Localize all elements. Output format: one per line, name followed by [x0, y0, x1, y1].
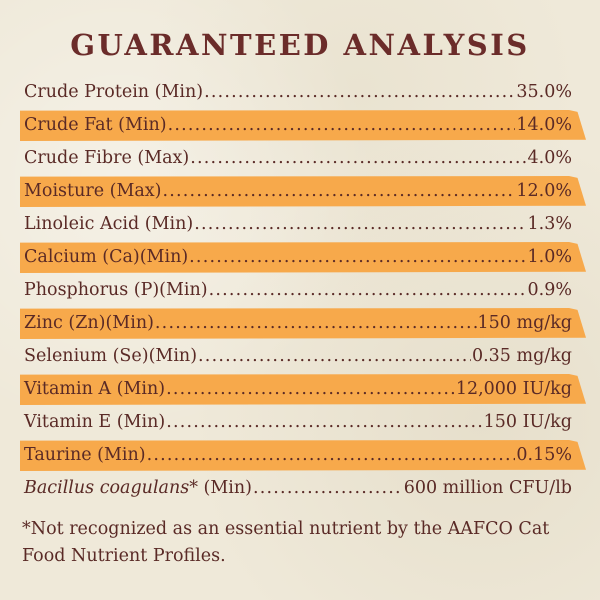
nutrient-value: 0.35 mg/kg: [471, 346, 572, 366]
dot-leader: [190, 146, 526, 170]
nutrient-label-suffix: (Min): [197, 478, 252, 498]
nutrient-value: 150 IU/kg: [483, 412, 572, 432]
nutrient-value: 1.3%: [527, 214, 572, 234]
nutrient-label: Moisture (Max): [24, 181, 162, 201]
nutrient-label: Crude Fibre (Max): [24, 148, 190, 168]
dot-leader: [189, 245, 526, 269]
table-row: Vitamin A (Min) 12,000 IU/kg: [20, 373, 586, 406]
dot-leader: [166, 410, 482, 434]
nutrient-value: 0.15%: [516, 445, 572, 465]
dot-leader: [253, 476, 403, 500]
table-row: Vitamin E (Min) 150 IU/kg: [20, 406, 586, 439]
table-row: Zinc (Zn)(Min) 150 mg/kg: [20, 307, 586, 340]
nutrient-value: 0.9%: [527, 280, 572, 300]
dot-leader: [166, 377, 455, 401]
dot-leader: [147, 443, 516, 467]
nutrient-value: 12,000 IU/kg: [455, 379, 572, 399]
nutrient-label: Bacillus coagulans* (Min): [24, 476, 252, 500]
nutrient-label: Crude Fat (Min): [24, 115, 167, 135]
table-row: Moisture (Max) 12.0%: [20, 175, 586, 208]
table-row: Linoleic Acid (Min) 1.3%: [20, 208, 586, 241]
nutrient-label-italic: Bacillus coagulans*: [24, 478, 198, 498]
nutrient-label: Phosphorus (P)(Min): [24, 280, 208, 300]
nutrient-label: Zinc (Zn)(Min): [24, 313, 154, 333]
nutrient-value: 12.0%: [516, 181, 572, 201]
dot-leader: [204, 80, 515, 104]
dot-leader: [155, 311, 477, 335]
nutrient-value: 600 million CFU/lb: [403, 478, 572, 498]
nutrient-label: Calcium (Ca)(Min): [24, 247, 189, 267]
table-row: Crude Fat (Min) 14.0%: [20, 109, 586, 142]
nutrient-label: Selenium (Se)(Min): [24, 346, 198, 366]
dot-leader: [198, 344, 471, 368]
table-row: Crude Fibre (Max) 4.0%: [20, 142, 586, 175]
table-row: Bacillus coagulans* (Min) 600 million CFU…: [20, 472, 586, 505]
table-row: Crude Protein (Min) 35.0%: [20, 76, 586, 109]
footnote: *Not recognized as an essential nutrient…: [22, 519, 550, 566]
table-row: Calcium (Ca)(Min) 1.0%: [20, 241, 586, 274]
nutrient-value: 150 mg/kg: [477, 313, 572, 333]
table-row: Selenium (Se)(Min) 0.35 mg/kg: [20, 340, 586, 373]
table-row: Phosphorus (P)(Min) 0.9%: [20, 274, 586, 307]
analysis-table: Crude Protein (Min) 35.0% Crude Fat (Min)…: [0, 76, 600, 505]
nutrient-label: Vitamin A (Min): [24, 379, 166, 399]
nutrient-label: Taurine (Min): [24, 445, 146, 465]
nutrient-value: 35.0%: [516, 82, 572, 102]
nutrient-label: Linoleic Acid (Min): [24, 214, 194, 234]
nutrient-label: Vitamin E (Min): [24, 412, 166, 432]
nutrient-label: Crude Protein (Min): [24, 82, 204, 102]
table-row: Taurine (Min) 0.15%: [20, 439, 586, 472]
dot-leader: [209, 278, 527, 302]
nutrient-value: 4.0%: [527, 148, 572, 168]
nutrient-value: 1.0%: [527, 247, 572, 267]
dot-leader: [168, 113, 516, 137]
dot-leader: [194, 212, 526, 236]
page-title: GUARANTEED ANALYSIS: [70, 28, 530, 62]
dot-leader: [163, 179, 516, 203]
nutrient-value: 14.0%: [516, 115, 572, 135]
